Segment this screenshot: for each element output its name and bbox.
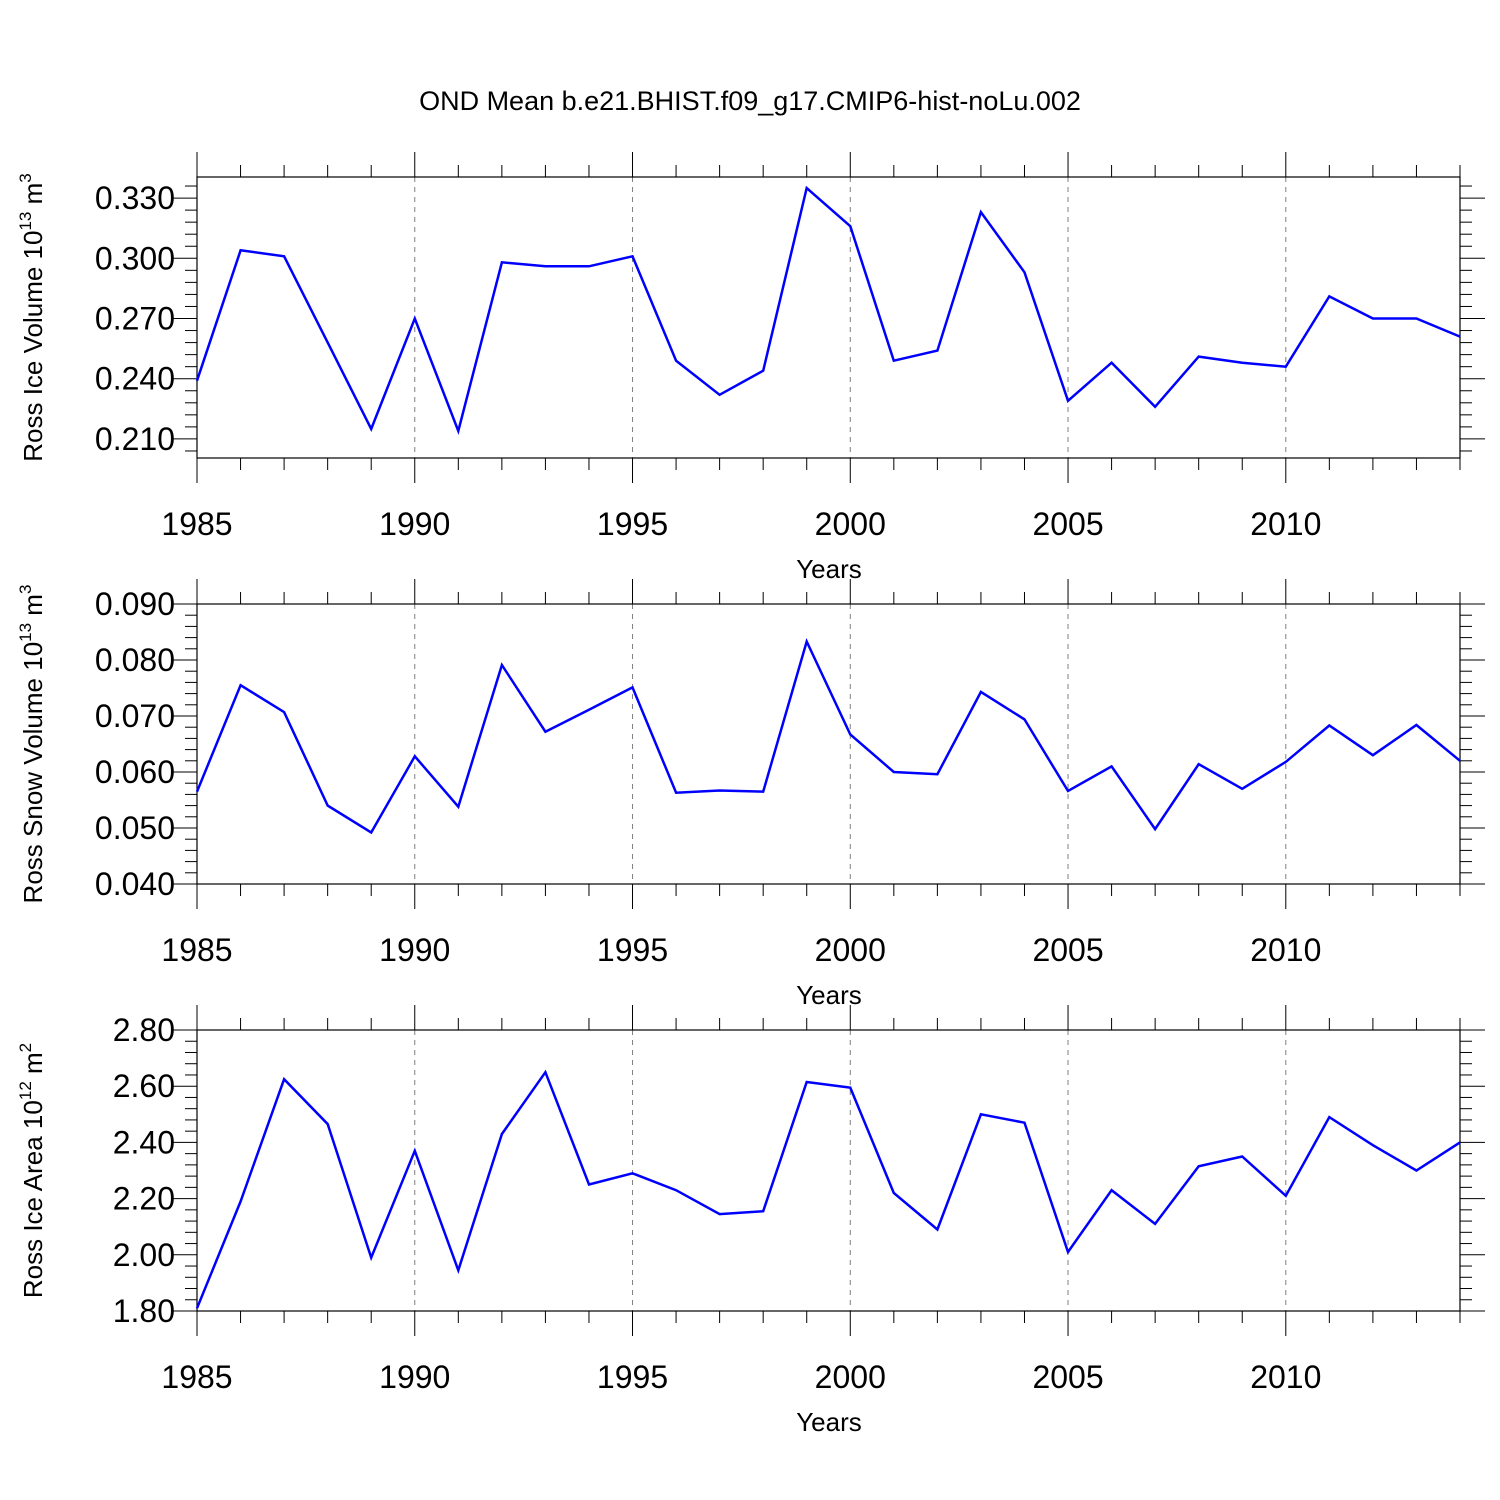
y-tick-label: 1.80 xyxy=(113,1293,175,1329)
series-line xyxy=(195,637,1461,835)
y-tick-label: 0.210 xyxy=(95,421,175,457)
x-tick-label: 1995 xyxy=(597,932,668,968)
series-line xyxy=(195,1069,1461,1309)
x-tick-label: 2005 xyxy=(1032,932,1103,968)
x-tick-label: 1990 xyxy=(379,1359,450,1395)
y-tick-label: 0.240 xyxy=(95,361,175,397)
plot-frame xyxy=(196,176,1461,459)
panel-2: 0.040 0.050 0.060 0.070 0.080 0.090 1985 1990 19… xyxy=(16,579,1485,1010)
y-tick-label: 0.040 xyxy=(95,866,175,902)
y-axis-label-unit-exponent: 3 xyxy=(16,585,35,594)
y-axis-label: Ross Ice Volume 1013 m3 xyxy=(16,173,48,462)
panel-3: 1.80 2.00 2.20 2.40 2.60 2.80 1985 1990 1995 2000… xyxy=(16,1005,1485,1437)
x-axis-label: Years xyxy=(796,554,862,584)
chart-title: OND Mean b.e21.BHIST.f09_g17.CMIP6-hist-… xyxy=(419,86,1081,116)
x-axis-label: Years xyxy=(796,1407,862,1437)
x-tick-label: 2010 xyxy=(1250,932,1321,968)
y-axis-label-text: Ross Snow Volume 10 xyxy=(18,642,48,904)
y-axis-label-unit: m xyxy=(18,183,48,212)
panel-1: 0.210 0.240 0.270 0.300 0.330 1985 1990 1995 200… xyxy=(16,152,1485,584)
x-tick-label: 1985 xyxy=(161,506,232,542)
x-tick-label: 2000 xyxy=(815,1359,886,1395)
x-tick-label: 1985 xyxy=(161,932,232,968)
x-tick-label: 1990 xyxy=(379,506,450,542)
y-axis-label-text: Ross Ice Volume 10 xyxy=(18,231,48,462)
x-tick-label: 2005 xyxy=(1032,1359,1103,1395)
y-axis-label-exponent: 13 xyxy=(16,623,35,642)
y-tick-label: 2.00 xyxy=(113,1237,175,1273)
y-tick-label: 0.070 xyxy=(95,698,175,734)
y-axis-label-exponent: 12 xyxy=(16,1081,35,1100)
y-axis-label-unit: m xyxy=(18,1052,48,1081)
series-line xyxy=(195,185,1461,435)
y-axis-label: Ross Snow Volume 1013 m3 xyxy=(16,585,48,904)
y-axis-label-text: Ross Ice Area 10 xyxy=(18,1100,48,1298)
y-tick-label: 2.80 xyxy=(113,1012,175,1048)
y-tick-label: 2.40 xyxy=(113,1124,175,1160)
x-tick-label: 1995 xyxy=(597,506,668,542)
x-tick-label: 2010 xyxy=(1250,1359,1321,1395)
y-tick-label: 0.270 xyxy=(95,301,175,337)
y-tick-label: 0.080 xyxy=(95,642,175,678)
y-tick-label: 0.090 xyxy=(95,586,175,622)
plot-frame xyxy=(196,1029,1461,1312)
x-tick-label: 2000 xyxy=(815,932,886,968)
y-tick-label: 0.060 xyxy=(95,754,175,790)
y-tick-label: 0.330 xyxy=(95,180,175,216)
plot-frame xyxy=(196,603,1461,885)
x-tick-label: 2000 xyxy=(815,506,886,542)
x-tick-label: 2005 xyxy=(1032,506,1103,542)
y-tick-label: 2.20 xyxy=(113,1181,175,1217)
y-axis-label-unit: m xyxy=(18,594,48,623)
x-axis-label: Years xyxy=(796,980,862,1010)
y-tick-label: 0.050 xyxy=(95,810,175,846)
x-tick-label: 1985 xyxy=(161,1359,232,1395)
y-tick-label: 0.300 xyxy=(95,240,175,276)
y-axis-label-exponent: 13 xyxy=(16,212,35,231)
x-tick-label: 2010 xyxy=(1250,506,1321,542)
y-axis-label: Ross Ice Area 1012 m2 xyxy=(16,1043,48,1298)
y-axis-label-unit-exponent: 3 xyxy=(16,173,35,182)
x-tick-label: 1990 xyxy=(379,932,450,968)
x-tick-label: 1995 xyxy=(597,1359,668,1395)
y-tick-label: 2.60 xyxy=(113,1068,175,1104)
y-axis-label-unit-exponent: 2 xyxy=(16,1043,35,1052)
